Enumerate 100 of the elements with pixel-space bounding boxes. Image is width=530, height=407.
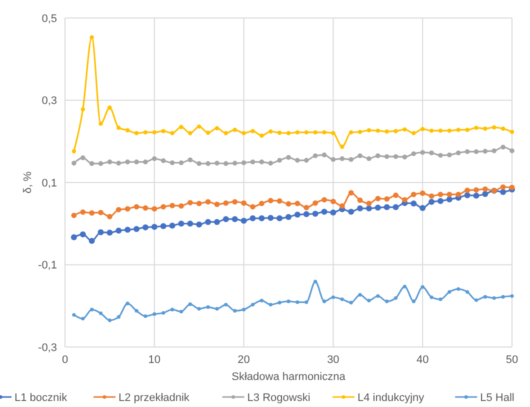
point: [196, 161, 202, 166]
point: [259, 160, 264, 164]
point: [474, 187, 479, 193]
point: [214, 126, 220, 130]
point: [134, 204, 140, 210]
point: [286, 214, 292, 220]
point: [402, 197, 408, 202]
point: [169, 222, 176, 229]
y-tick-label: 0,5: [42, 12, 57, 25]
point: [510, 148, 514, 154]
point: [330, 198, 336, 204]
point: [116, 206, 122, 212]
point: [232, 216, 238, 222]
point: [366, 205, 372, 212]
point: [420, 204, 426, 211]
point: [482, 191, 488, 198]
point: [160, 223, 166, 230]
point: [258, 200, 264, 206]
point: [420, 285, 424, 289]
point: [366, 156, 372, 162]
point: [331, 295, 335, 300]
point: [330, 157, 336, 162]
point: [89, 161, 94, 166]
point: [268, 160, 274, 166]
point: [376, 128, 380, 133]
point: [304, 300, 308, 304]
point: [170, 308, 174, 312]
point: [197, 306, 201, 311]
point: [358, 130, 362, 134]
point: [340, 144, 344, 149]
point: [178, 203, 184, 209]
point: [188, 302, 192, 306]
point: [178, 220, 184, 227]
point: [205, 218, 212, 225]
point: [258, 215, 265, 222]
point: [448, 290, 452, 294]
point: [304, 130, 308, 134]
point: [224, 131, 228, 136]
x-tick-label: 10: [148, 354, 161, 366]
point: [393, 192, 398, 198]
point: [384, 204, 390, 210]
point: [89, 210, 95, 216]
y-tick-label: -0,1: [38, 260, 57, 272]
point: [312, 153, 318, 158]
point: [241, 160, 246, 166]
point: [215, 306, 219, 311]
point: [348, 208, 354, 215]
point: [456, 192, 462, 198]
point: [501, 295, 505, 299]
point: [402, 154, 408, 160]
point: [438, 297, 442, 302]
point: [72, 160, 76, 166]
point: [206, 305, 210, 309]
point: [160, 204, 166, 210]
point: [268, 214, 274, 221]
point: [250, 128, 255, 134]
point: [223, 200, 229, 206]
point: [446, 196, 452, 202]
point: [134, 131, 139, 136]
point: [71, 212, 77, 218]
point: [242, 308, 246, 312]
point: [366, 128, 372, 132]
point: [196, 200, 202, 206]
point: [384, 154, 390, 159]
point: [152, 206, 158, 212]
point: [410, 192, 416, 198]
point: [286, 201, 292, 207]
point: [188, 131, 192, 136]
point: [429, 128, 434, 133]
point: [500, 184, 506, 190]
point: [312, 210, 318, 217]
point: [294, 212, 300, 218]
point: [464, 192, 470, 198]
point: [232, 160, 238, 166]
x-tick-label: 30: [327, 354, 340, 366]
point: [456, 150, 461, 156]
point: [464, 149, 470, 154]
point: [107, 160, 112, 164]
point: [376, 294, 380, 298]
y-tick-label: 0,3: [42, 95, 57, 108]
legend-label: L2 przekładnik: [118, 392, 190, 404]
point: [106, 230, 113, 236]
point: [276, 198, 282, 204]
point: [260, 134, 264, 138]
point: [474, 149, 479, 154]
point: [402, 127, 407, 132]
x-tick-label: 0: [62, 354, 68, 366]
point: [374, 204, 381, 211]
point: [170, 131, 174, 136]
point: [438, 192, 444, 198]
point: [312, 200, 318, 206]
point: [88, 238, 95, 244]
point: [205, 199, 211, 205]
point: [340, 297, 344, 302]
point: [143, 160, 148, 164]
point: [268, 129, 273, 134]
point: [72, 313, 76, 317]
y-tick-label: 0,1: [42, 177, 57, 190]
legend-label: L3 Rogowski: [247, 392, 310, 404]
point: [206, 130, 210, 135]
